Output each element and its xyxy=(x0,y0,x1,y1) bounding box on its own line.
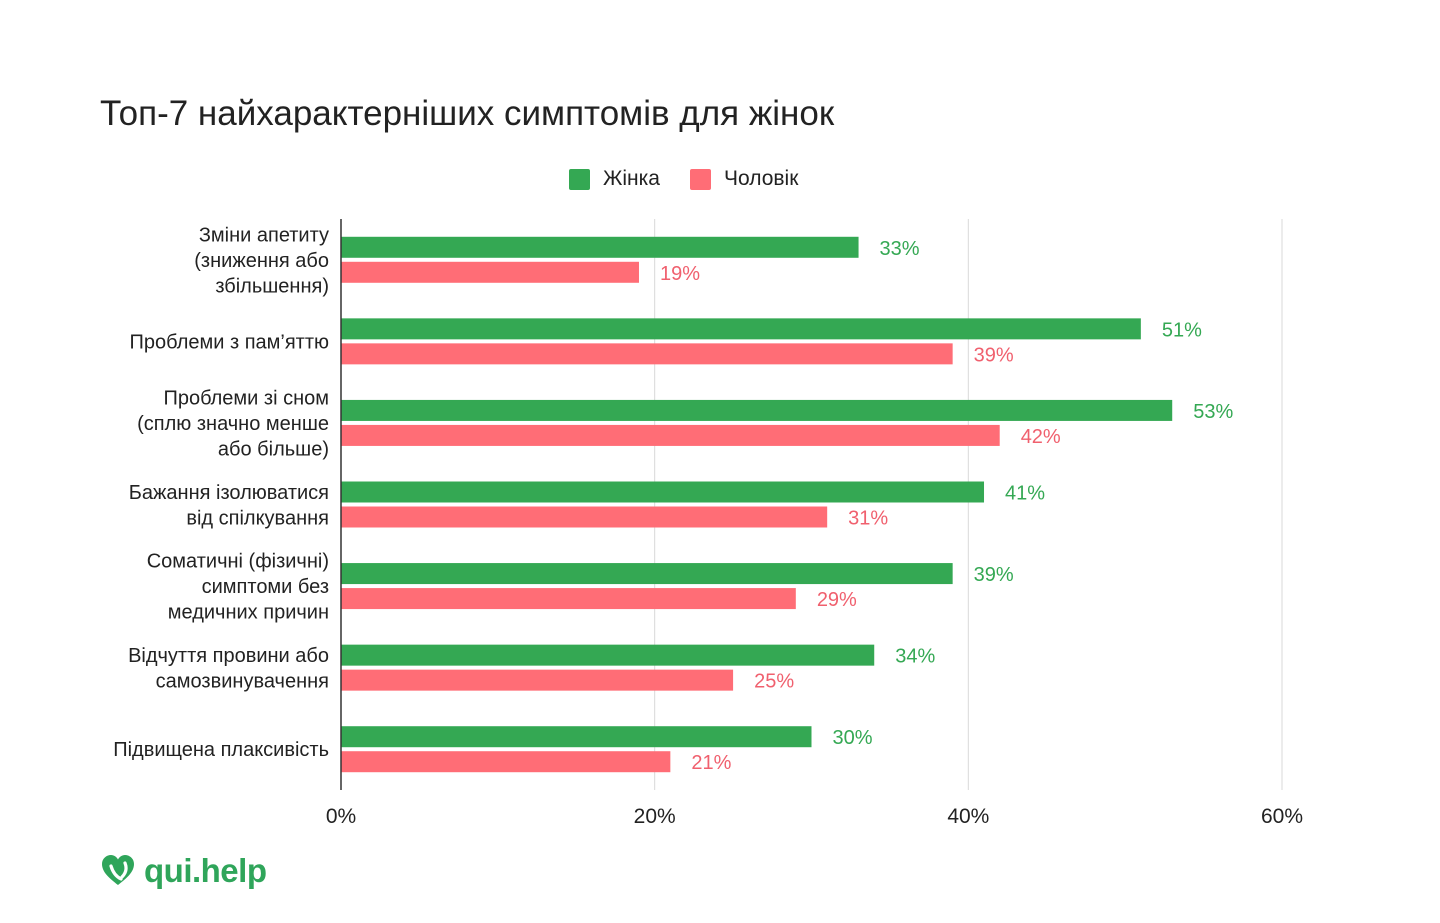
category-label-line: збільшення) xyxy=(215,275,329,297)
category-label-line: симптоми без xyxy=(202,576,329,598)
category-label-line: Відчуття провини або xyxy=(128,645,329,667)
bar xyxy=(341,399,1173,421)
bar xyxy=(341,751,671,773)
category-label-line: Проблеми з пам’яттю xyxy=(130,331,329,353)
category-label: Зміни апетиту (зниження або збільшення) xyxy=(194,224,329,297)
data-label: 33% xyxy=(880,238,920,260)
x-tick-label: 0% xyxy=(326,805,356,828)
category-label: Проблеми зі сном (сплю значно менше або бі… xyxy=(137,387,329,460)
category-label: Соматичні (фізичні) симптоми без медичних … xyxy=(147,551,329,624)
category-label-line: Соматичні (фізичні) xyxy=(147,551,329,573)
data-label: 25% xyxy=(754,671,794,693)
data-label: 29% xyxy=(817,589,857,611)
legend-item-men: Чоловік xyxy=(689,167,799,191)
x-tick-label: 20% xyxy=(634,805,676,828)
category-label: Проблеми з пам’яттю xyxy=(130,331,329,353)
bar xyxy=(341,726,812,748)
brand-name: qui.help xyxy=(144,852,267,889)
legend-swatch-men xyxy=(689,168,711,190)
bar xyxy=(341,588,796,610)
bar xyxy=(341,506,828,528)
x-tick-label: 60% xyxy=(1261,805,1303,828)
heart-icon xyxy=(102,855,134,885)
bar xyxy=(341,424,1000,446)
data-label: 19% xyxy=(660,263,700,285)
data-label: 41% xyxy=(1005,483,1045,505)
category-label-line: Підвищена плаксивість xyxy=(113,739,329,761)
data-label: 31% xyxy=(848,508,888,530)
category-label-line: або більше) xyxy=(218,438,329,460)
category-label-line: Проблеми зі сном xyxy=(163,387,329,409)
category-label-line: Зміни апетиту xyxy=(199,224,329,246)
bar xyxy=(341,669,734,691)
category-label-line: самозвинувачення xyxy=(156,670,329,692)
category-label-line: (сплю значно менше xyxy=(137,413,329,435)
brand-logo: qui.help xyxy=(100,851,267,891)
data-label: 51% xyxy=(1162,319,1202,341)
category-label: Відчуття провини або самозвинувачення xyxy=(128,645,329,693)
bar xyxy=(341,644,875,666)
category-label-line: медичних причин xyxy=(168,602,329,624)
x-tick-label: 40% xyxy=(947,805,989,828)
data-label: 34% xyxy=(895,646,935,668)
data-label: 42% xyxy=(1021,426,1061,448)
legend-item-women: Жінка xyxy=(569,167,660,191)
chart-legend: Жінка Чоловік xyxy=(569,166,828,192)
data-label: 53% xyxy=(1193,401,1233,423)
data-label: 39% xyxy=(974,564,1014,586)
bar xyxy=(341,563,953,585)
bar xyxy=(341,481,985,503)
category-label: Підвищена плаксивість xyxy=(113,739,329,761)
data-label: 30% xyxy=(833,727,873,749)
category-label: Бажання ізолюватися від спілкування xyxy=(129,482,329,530)
chart-title: Топ-7 найхарактерніших симптомів для жін… xyxy=(100,94,835,133)
category-label-line: Бажання ізолюватися xyxy=(129,482,329,504)
legend-label-men: Чоловік xyxy=(723,167,799,190)
category-label-line: від спілкування xyxy=(186,507,329,529)
data-label: 39% xyxy=(974,344,1014,366)
bar xyxy=(341,261,639,283)
legend-swatch-women xyxy=(569,168,590,190)
bar xyxy=(341,318,1141,340)
bar xyxy=(341,343,953,365)
data-label: 21% xyxy=(691,752,731,774)
legend-label-women: Жінка xyxy=(603,167,660,190)
category-label-line: (зниження або xyxy=(194,250,329,272)
bar xyxy=(341,236,859,258)
